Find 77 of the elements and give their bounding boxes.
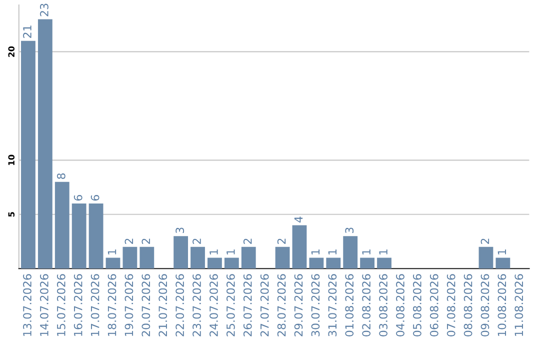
x-tick-label: 24.07.2026 [210,274,218,336]
data-label: 1 [379,250,388,254]
x-tick-label: 29.07.2026 [294,274,303,336]
y-tick-label: 10 [8,154,15,166]
x-tick-label: 01.08.2026 [345,274,354,336]
data-label: 1 [362,250,370,254]
data-label: 2 [480,238,490,244]
x-tick-label: 04.08.2026 [396,274,404,336]
x-tick-label: 09.08.2026 [480,274,490,336]
bar [343,236,358,269]
bar [174,236,188,269]
x-tick-label: 02.08.2026 [362,274,371,336]
bar [106,258,120,269]
data-label: 2 [142,238,150,244]
data-label: 1 [108,250,116,254]
data-label: 1 [210,250,218,254]
data-label: 4 [294,216,303,223]
x-tick-label: 15.07.2026 [56,274,66,336]
bar [496,258,510,269]
x-tick-label: 23.07.2026 [192,274,201,336]
bar [275,246,290,269]
data-label: 2 [277,238,286,244]
bar [122,246,138,269]
bar [309,258,324,269]
bar [140,246,154,269]
data-label: 1 [311,250,320,254]
x-tick-label: 28.07.2026 [277,274,286,336]
x-tick-label: 06.08.2026 [430,274,438,336]
x-tick-label: 11.08.2026 [514,274,524,336]
bar [360,258,374,269]
bar [190,246,205,269]
data-label: 2 [243,238,252,244]
bar [478,246,494,269]
x-tick-label: 03.08.2026 [379,274,388,336]
x-tick-label: 19.07.2026 [124,274,134,336]
x-tick-label: 31.07.2026 [328,274,337,336]
data-label: 23 [40,4,48,16]
bar [224,258,239,269]
bar [377,258,392,269]
x-tick-label: 25.07.2026 [226,274,235,336]
x-tick-label: 05.08.2026 [412,274,422,336]
x-tick-label: 21.07.2026 [158,274,168,336]
x-tick-label: 07.08.2026 [446,274,456,336]
x-tick-label: 27.07.2026 [260,274,269,336]
bar [208,258,222,269]
x-tick-label: 13.07.2026 [23,274,32,336]
data-label: 6 [90,195,100,201]
x-tick-label: 14.07.2026 [40,274,48,336]
data-label: 21 [23,26,32,38]
bar [54,182,70,269]
x-tick-label: 16.07.2026 [74,274,82,336]
y-tick-label: 5 [8,212,15,217]
data-label: 6 [74,195,82,201]
data-label: 1 [226,250,235,254]
x-tick-label: 30.07.2026 [311,274,320,336]
bar [88,204,104,269]
data-label: 1 [328,250,336,254]
data-label: 2 [192,238,201,244]
x-tick-label: 26.07.2026 [243,274,252,336]
x-tick-label: 17.07.2026 [90,274,100,336]
x-tick-label: 22.07.2026 [176,274,184,336]
data-label: 3 [176,228,184,234]
data-label: 1 [498,250,506,254]
data-label: 2 [124,238,134,244]
x-tick-label: 18.07.2026 [108,274,116,336]
data-label: 3 [345,228,354,234]
bar [292,225,307,269]
x-tick-label: 10.08.2026 [498,274,506,336]
x-tick-label: 08.08.2026 [464,274,472,336]
bar [72,204,86,269]
bar [241,246,256,269]
y-tick-label: 20 [8,46,15,57]
bar [38,19,52,269]
x-tick-label: 20.07.2026 [142,274,150,336]
bar [326,258,341,269]
bar [21,40,36,269]
data-label: 8 [56,173,66,179]
